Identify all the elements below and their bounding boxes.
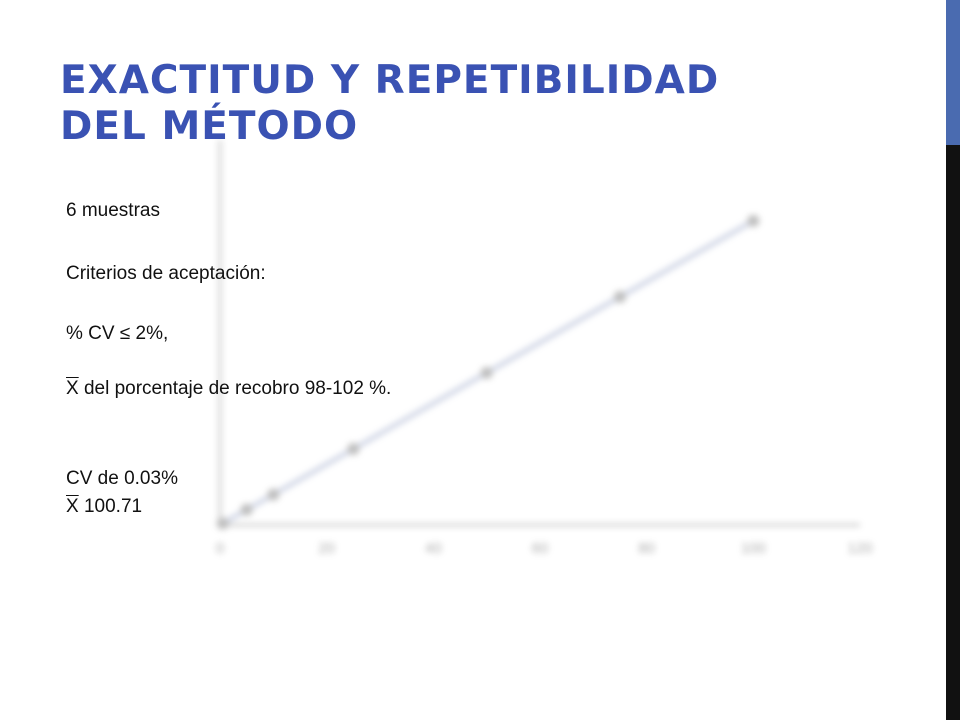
x-tick-label: 120 xyxy=(847,540,872,557)
x-tick-label: 20 xyxy=(318,540,335,557)
xbar-symbol: X xyxy=(66,496,79,517)
data-point xyxy=(614,290,626,303)
x-tick-label: 60 xyxy=(532,540,549,557)
x-tick-label: 80 xyxy=(638,540,655,557)
x-tick-label: 40 xyxy=(425,540,442,557)
accent-bar-top xyxy=(946,0,960,145)
criteria-heading: Criterios de aceptación: xyxy=(66,263,266,284)
accent-bar-bottom xyxy=(946,145,960,720)
criterion-cv: % CV ≤ 2%, xyxy=(66,323,169,344)
samples-text: 6 muestras xyxy=(66,200,160,221)
data-point xyxy=(216,517,229,530)
chart-svg: 0 20 40 60 80 100 120 xyxy=(216,140,873,557)
data-point xyxy=(267,488,280,501)
slide-title-line-1: EXACTITUD Y REPETIBILIDAD xyxy=(60,58,720,103)
x-tick-label: 100 xyxy=(741,540,766,557)
data-point xyxy=(747,214,760,227)
criterion-recovery: X del porcentaje de recobro 98-102 %. xyxy=(66,378,391,400)
data-point xyxy=(480,366,493,379)
result-mean-value: 100.71 xyxy=(78,496,143,517)
criterion-recovery-text: del porcentaje de recobro 98-102 %. xyxy=(78,378,392,399)
result-mean: X 100.71 xyxy=(66,496,142,518)
slide-title: EXACTITUD Y REPETIBILIDAD DEL MÉTODO xyxy=(60,58,920,150)
slide-title-line-2: DEL MÉTODO xyxy=(60,104,359,149)
x-tick-label: 0 xyxy=(216,540,224,557)
data-point xyxy=(240,503,253,516)
data-point xyxy=(347,442,360,455)
result-cv: CV de 0.03% xyxy=(66,468,178,489)
calibration-chart: 0 20 40 60 80 100 120 xyxy=(60,100,920,680)
xbar-symbol: X xyxy=(66,378,79,399)
